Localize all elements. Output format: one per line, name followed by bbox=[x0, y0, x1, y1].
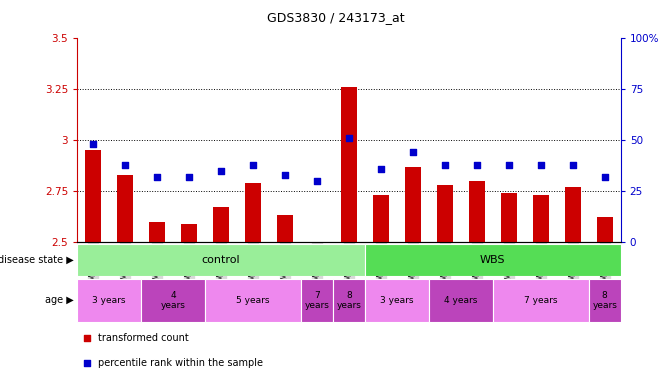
Bar bbox=[437, 185, 453, 242]
Text: disease state ▶: disease state ▶ bbox=[0, 255, 74, 265]
Bar bbox=[565, 187, 580, 242]
Point bbox=[311, 178, 322, 184]
Bar bbox=[341, 87, 357, 242]
Bar bbox=[501, 193, 517, 242]
Point bbox=[88, 141, 99, 147]
Text: 8
years: 8 years bbox=[336, 291, 362, 310]
Bar bbox=[301, 279, 333, 322]
Point bbox=[81, 360, 92, 366]
Bar bbox=[181, 223, 197, 242]
Bar bbox=[365, 245, 621, 276]
Point bbox=[503, 162, 514, 168]
Point bbox=[599, 174, 610, 180]
Point bbox=[248, 162, 258, 168]
Bar bbox=[429, 279, 493, 322]
Point bbox=[184, 174, 195, 180]
Text: 3 years: 3 years bbox=[380, 296, 413, 305]
Text: WBS: WBS bbox=[480, 255, 505, 265]
Text: control: control bbox=[202, 255, 240, 265]
Text: 7
years: 7 years bbox=[305, 291, 329, 310]
Point bbox=[215, 168, 226, 174]
Point bbox=[535, 162, 546, 168]
Bar bbox=[85, 151, 101, 242]
Point bbox=[81, 334, 92, 341]
Bar bbox=[469, 181, 485, 242]
Point bbox=[472, 162, 482, 168]
Bar bbox=[77, 279, 141, 322]
Bar bbox=[493, 279, 588, 322]
Bar bbox=[597, 217, 613, 242]
Text: 4
years: 4 years bbox=[160, 291, 185, 310]
Bar bbox=[205, 279, 301, 322]
Text: 3 years: 3 years bbox=[93, 296, 126, 305]
Point bbox=[119, 162, 130, 168]
Bar bbox=[333, 279, 365, 322]
Bar bbox=[141, 279, 205, 322]
Bar bbox=[117, 175, 133, 242]
Bar bbox=[405, 167, 421, 242]
Point bbox=[440, 162, 450, 168]
Bar bbox=[245, 183, 261, 242]
Text: age ▶: age ▶ bbox=[45, 295, 74, 306]
Point bbox=[568, 162, 578, 168]
Text: GDS3830 / 243173_at: GDS3830 / 243173_at bbox=[266, 12, 405, 25]
Point bbox=[152, 174, 162, 180]
Bar bbox=[277, 215, 293, 242]
Bar bbox=[213, 207, 229, 242]
Bar bbox=[533, 195, 549, 242]
Bar bbox=[365, 279, 429, 322]
Point bbox=[376, 166, 386, 172]
Point bbox=[407, 149, 418, 156]
Text: 5 years: 5 years bbox=[236, 296, 270, 305]
Point bbox=[280, 172, 291, 178]
Text: 4 years: 4 years bbox=[444, 296, 478, 305]
Text: percentile rank within the sample: percentile rank within the sample bbox=[98, 358, 263, 368]
Bar bbox=[77, 245, 365, 276]
Bar bbox=[373, 195, 389, 242]
Point bbox=[344, 135, 354, 141]
Bar bbox=[588, 279, 621, 322]
Text: transformed count: transformed count bbox=[98, 333, 189, 343]
Text: 8
years: 8 years bbox=[592, 291, 617, 310]
Text: 7 years: 7 years bbox=[524, 296, 558, 305]
Bar bbox=[149, 222, 165, 242]
